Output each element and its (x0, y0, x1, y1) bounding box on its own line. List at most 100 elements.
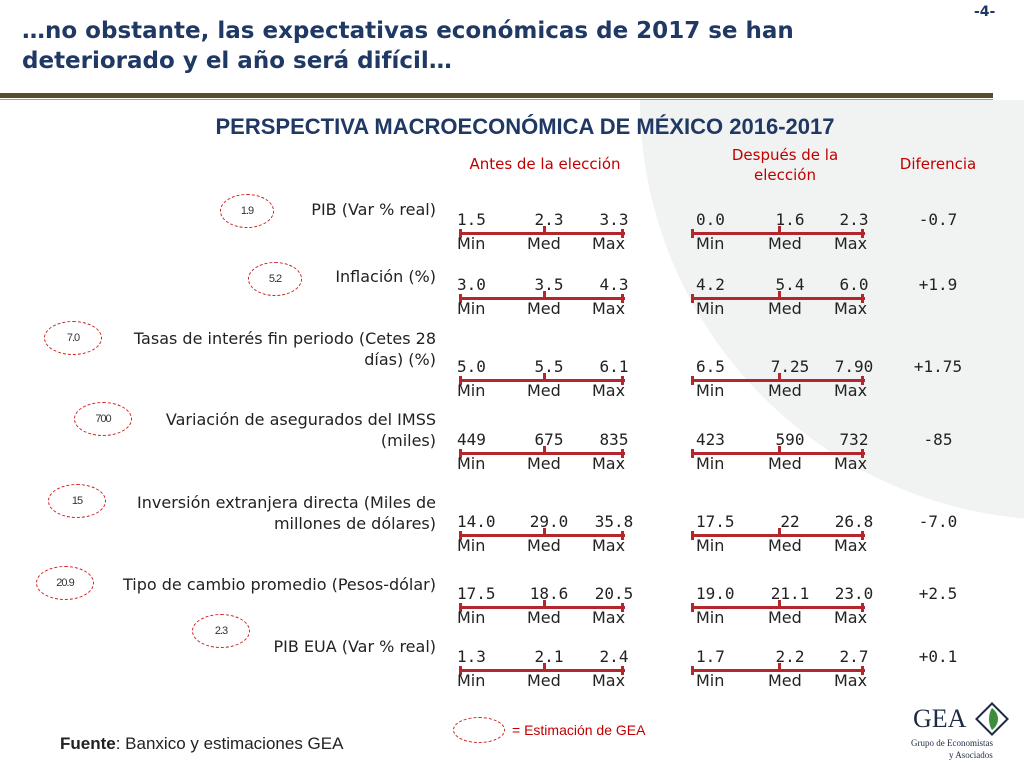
before-med-value: 5.5 (534, 357, 564, 376)
after-range-tick (778, 446, 781, 455)
before-max-value: 35.8 (594, 512, 634, 531)
before-range-bar (460, 534, 625, 537)
row-label-line2: (miles) (380, 431, 436, 450)
logo-subtitle-line1: Grupo de Economistas (911, 738, 993, 748)
gea-estimate-badge: 7.0 (44, 321, 102, 355)
before-med-label: Med (527, 234, 561, 253)
header-rule-thin (0, 99, 993, 100)
before-range-bar (460, 606, 625, 609)
before-range-tick (459, 666, 462, 675)
column-header-after: Después de la elección (690, 145, 880, 185)
after-min-label: Min (696, 608, 725, 627)
legend-ellipse-icon (453, 717, 505, 743)
after-max-value: 2.7 (839, 647, 869, 666)
difference-value: -85 (923, 430, 953, 449)
after-range-tick (691, 531, 694, 540)
before-max-value: 6.1 (599, 357, 629, 376)
difference-value: -0.7 (918, 210, 958, 229)
before-range-tick (459, 294, 462, 303)
before-range-tick (621, 229, 624, 238)
after-max-label: Max (834, 299, 868, 318)
after-med-value: 7.25 (770, 357, 810, 376)
before-max-value: 20.5 (594, 584, 634, 603)
headline-line-1: …no obstante, las expectativas económica… (22, 18, 794, 44)
column-header-before: Antes de la elección (469, 155, 621, 173)
row-label: Inversión extranjera directa (Miles de mi… (90, 492, 436, 534)
source-label: Fuente (60, 734, 116, 753)
after-med-value: 1.6 (775, 210, 805, 229)
before-min-label: Min (457, 299, 486, 318)
after-med-label: Med (768, 299, 802, 318)
row-label: Inflación (%) (335, 267, 436, 286)
before-range-tick (621, 376, 624, 385)
after-range-tick (778, 291, 781, 300)
before-med-value: 2.3 (534, 210, 564, 229)
before-range-bar (460, 669, 625, 672)
column-header-diff: Diferencia (899, 155, 977, 173)
before-min-value: 14.0 (457, 512, 496, 531)
after-med-value: 590 (775, 430, 805, 449)
before-med-label: Med (527, 536, 561, 555)
before-min-label: Min (457, 608, 486, 627)
after-range-tick (691, 666, 694, 675)
after-max-label: Max (834, 454, 868, 473)
before-range-tick (543, 600, 546, 609)
after-range-tick (691, 294, 694, 303)
after-med-label: Med (768, 671, 802, 690)
before-min-value: 3.0 (457, 275, 486, 294)
after-max-value: 732 (839, 430, 869, 449)
before-max-label: Max (592, 671, 626, 690)
after-max-label: Max (834, 536, 868, 555)
before-med-label: Med (527, 671, 561, 690)
after-max-label: Max (834, 608, 868, 627)
gea-estimate-badge: 5.2 (248, 262, 302, 296)
after-med-label: Med (768, 234, 802, 253)
page-headline: …no obstante, las expectativas económica… (22, 16, 922, 76)
before-range-tick (621, 603, 624, 612)
source-text: : Banxico y estimaciones GEA (115, 734, 344, 753)
after-med-value: 2.2 (775, 647, 805, 666)
before-range-tick (459, 229, 462, 238)
after-range-tick (691, 376, 694, 385)
after-min-label: Min (696, 299, 725, 318)
before-range-tick (621, 449, 624, 458)
difference-value: +1.9 (918, 275, 958, 294)
after-med-label: Med (768, 381, 802, 400)
before-range-tick (459, 603, 462, 612)
before-max-label: Max (592, 454, 626, 473)
after-max-label: Max (834, 234, 868, 253)
after-max-value: 23.0 (834, 584, 874, 603)
gea-estimate-badge: 1.9 (220, 194, 274, 228)
before-med-label: Med (527, 454, 561, 473)
column-header-after-line2: elección (754, 166, 816, 184)
row-label: PIB (Var % real) (311, 200, 436, 219)
before-min-label: Min (457, 536, 486, 555)
logo-name: GEA (913, 704, 967, 733)
after-range-tick (861, 449, 864, 458)
before-min-value: 1.5 (457, 210, 486, 229)
after-range-tick (861, 376, 864, 385)
after-max-value: 26.8 (834, 512, 874, 531)
logo-mark-icon (975, 702, 1009, 736)
row-label-line1: Tasas de interés fin periodo (Cetes 28 (133, 329, 436, 348)
after-range-tick (691, 603, 694, 612)
headline-line-2: deteriorado y el año será difícil… (22, 48, 452, 74)
before-med-value: 3.5 (534, 275, 564, 294)
after-med-value: 22 (780, 512, 800, 531)
before-range-tick (543, 663, 546, 672)
before-med-label: Med (527, 299, 561, 318)
before-med-value: 2.1 (534, 647, 564, 666)
before-range-tick (543, 446, 546, 455)
after-range-tick (778, 528, 781, 537)
after-min-value: 0.0 (696, 210, 725, 229)
after-min-value: 17.5 (696, 512, 735, 531)
row-label-line2: millones de dólares) (273, 514, 436, 533)
page-number: -4- (974, 4, 996, 20)
after-range-tick (778, 600, 781, 609)
gea-estimate-badge: 15 (48, 484, 106, 518)
before-range-tick (543, 373, 546, 382)
before-range-bar (460, 297, 625, 300)
before-range-tick (459, 376, 462, 385)
gea-estimate-badge: 2.3 (192, 614, 250, 648)
before-range-tick (543, 291, 546, 300)
